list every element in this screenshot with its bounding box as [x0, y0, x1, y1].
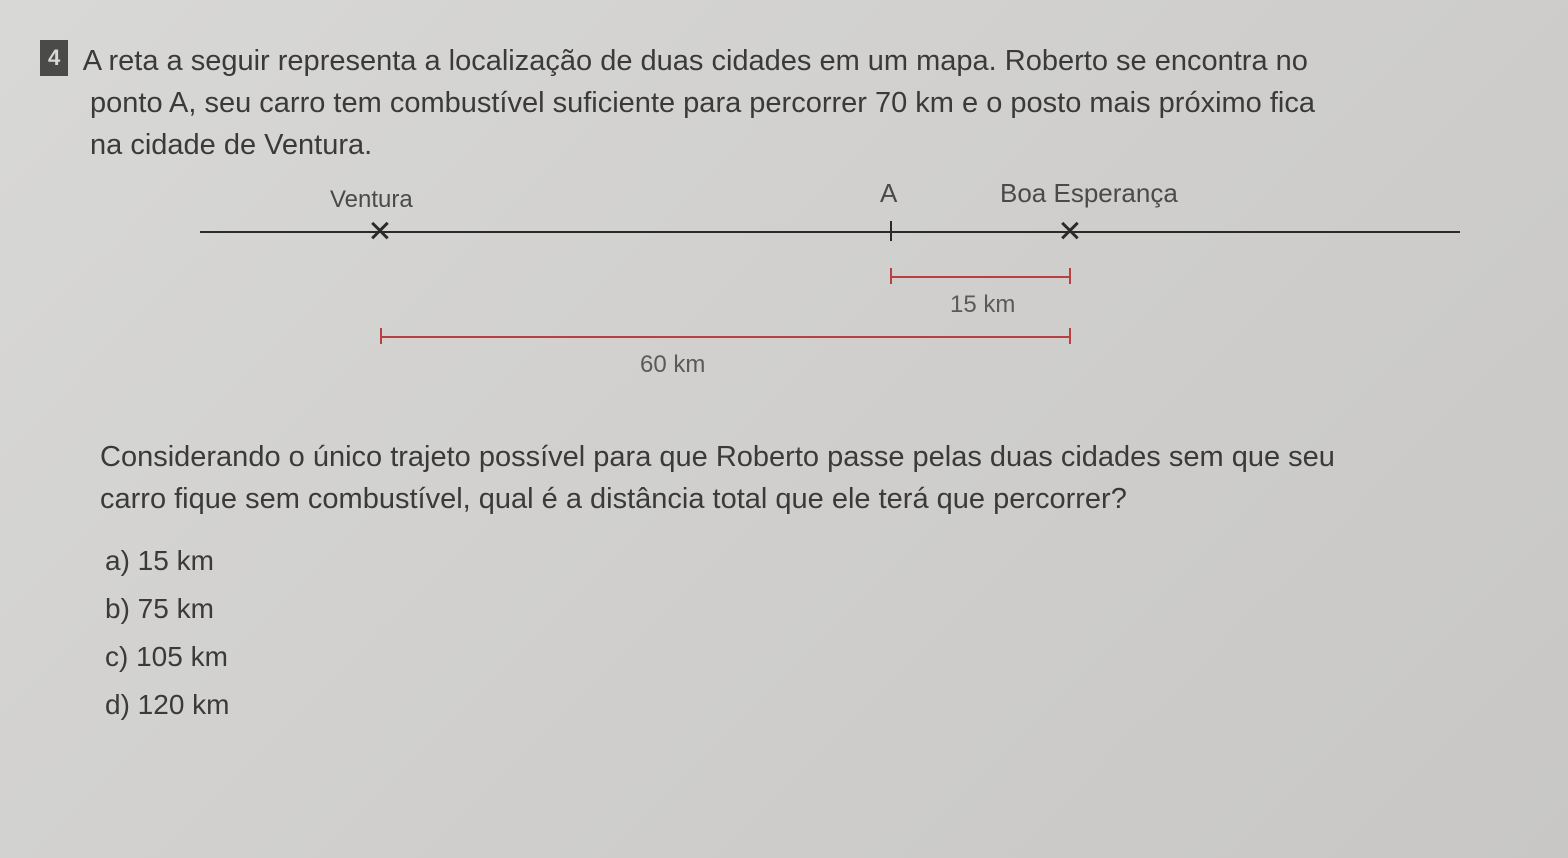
question-number-badge: 4 — [40, 40, 68, 76]
red-tick-15-right — [1069, 268, 1071, 284]
option-b[interactable]: b) 75 km — [105, 593, 1508, 625]
question-text-line1: A reta a seguir representa a localização… — [83, 45, 1308, 77]
label-point-a: A — [880, 178, 897, 209]
question-text-line3: na cidade de Ventura. — [90, 124, 1508, 166]
prompt-line1: Considerando o único trajeto possível pa… — [100, 436, 1508, 478]
question-intro: 4 A reta a seguir representa a localizaç… — [80, 40, 1508, 166]
distance-line-15km — [890, 276, 1070, 278]
question-prompt: Considerando o único trajeto possível pa… — [80, 436, 1508, 520]
label-15km: 15 km — [950, 291, 1015, 319]
answer-options: a) 15 km b) 75 km c) 105 km d) 120 km — [80, 545, 1508, 721]
distance-line-60km — [380, 336, 1070, 338]
option-d[interactable]: d) 120 km — [105, 689, 1508, 721]
label-boa-esperanca: Boa Esperança — [1000, 178, 1178, 209]
boa-x-mark: ✕ — [1057, 215, 1082, 250]
label-ventura: Ventura — [330, 186, 413, 214]
prompt-line2: carro fique sem combustível, qual é a di… — [100, 478, 1508, 520]
red-tick-15-left — [890, 268, 892, 284]
label-60km: 60 km — [640, 351, 705, 379]
red-tick-60-right — [1069, 328, 1071, 344]
red-tick-60-left — [380, 328, 382, 344]
line-diagram: Ventura A Boa Esperança ✕ ✕ 15 km 60 km — [200, 186, 1500, 406]
option-a[interactable]: a) 15 km — [105, 545, 1508, 577]
option-c[interactable]: c) 105 km — [105, 641, 1508, 673]
ventura-x-mark: ✕ — [367, 215, 392, 250]
question-text-line2: ponto A, seu carro tem combustível sufic… — [90, 82, 1508, 124]
point-a-tick — [890, 221, 892, 241]
